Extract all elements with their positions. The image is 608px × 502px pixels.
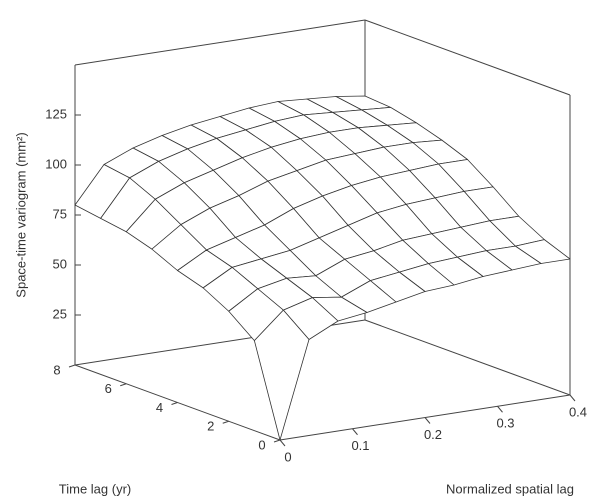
y-axis-label: Time lag (yr) — [59, 481, 131, 496]
x-tick — [424, 417, 431, 424]
x-tick — [497, 405, 503, 413]
z-axis-label: Space-time variogram (mm²) — [13, 132, 28, 297]
x-tick-label: 0.1 — [351, 438, 369, 453]
frame-line — [364, 319, 571, 396]
y-tick-label: 8 — [53, 362, 60, 377]
x-tick-label: 0 — [284, 449, 291, 464]
frame-line — [364, 19, 571, 96]
x-tick-label: 0.3 — [496, 416, 514, 431]
y-tick — [273, 439, 281, 443]
z-tick-label: 100 — [45, 156, 67, 171]
z-tick-label: 75 — [53, 206, 67, 221]
y-tick-label: 4 — [156, 400, 163, 415]
y-tick — [68, 364, 76, 368]
z-tick-label: 25 — [53, 306, 67, 321]
x-axis-label: Normalized spatial lag — [446, 481, 574, 496]
x-tick — [569, 394, 576, 402]
x-tick — [279, 439, 286, 447]
y-tick-label: 6 — [105, 381, 112, 396]
z-tick-label: 50 — [53, 256, 67, 271]
surface-patch — [253, 309, 310, 441]
y-tick — [120, 383, 127, 387]
x-tick-label: 0.2 — [424, 427, 442, 442]
z-tick-label: 125 — [45, 106, 67, 121]
x-tick — [352, 428, 358, 436]
y-tick — [171, 402, 178, 405]
frame-line — [74, 19, 366, 66]
y-tick-label: 0 — [258, 437, 265, 452]
y-tick-label: 2 — [207, 419, 214, 434]
y-tick — [222, 420, 229, 424]
x-tick-label: 0.4 — [569, 404, 587, 419]
